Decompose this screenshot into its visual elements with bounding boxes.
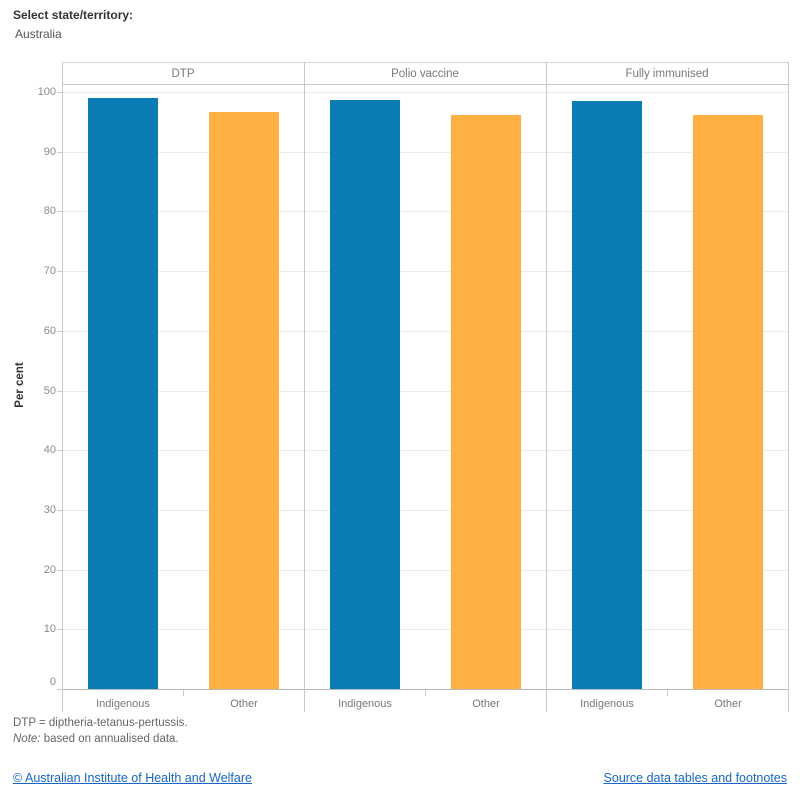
- y-tick-label-10: 10: [43, 623, 56, 636]
- y-tick-label-20: 20: [43, 563, 56, 576]
- category-label-indigenous-0: Indigenous: [96, 698, 150, 710]
- bar-polio-vaccine-indigenous[interactable]: [330, 100, 400, 689]
- y-tick-label-40: 40: [43, 444, 56, 457]
- bar-polio-vaccine-other[interactable]: [451, 115, 521, 689]
- y-tick-label-70: 70: [43, 265, 56, 278]
- panel-separator-2: [546, 62, 547, 712]
- footnote-note: Note: based on annualised data.: [13, 733, 179, 745]
- chart-top-border: [62, 62, 788, 63]
- gridline-100: [62, 92, 788, 93]
- y-tick-mark-80: [57, 211, 62, 212]
- y-tick-label-60: 60: [43, 324, 56, 337]
- bar-dtp-other[interactable]: [209, 112, 279, 689]
- panel-header-dtp: DTP: [171, 68, 195, 80]
- grouped-bar-chart: 0 10 20 30 40 50 60 70 80 90 100 DTP Indigenous Other…: [37, 62, 789, 712]
- y-tick-label-0: 0: [49, 676, 56, 688]
- copyright-link[interactable]: © Australian Institute of Health and Wel…: [13, 771, 252, 785]
- gridline-80: [62, 211, 788, 212]
- footnote-note-label: Note:: [13, 733, 41, 745]
- category-label-indigenous-2: Indigenous: [580, 698, 634, 710]
- bar-fully-immunised-other[interactable]: [693, 115, 763, 689]
- gridline-60: [62, 331, 788, 332]
- bar-fully-immunised-indigenous[interactable]: [572, 101, 642, 689]
- gridline-50: [62, 391, 788, 392]
- y-tick-mark-20: [57, 570, 62, 571]
- category-label-other-0: Other: [230, 698, 258, 710]
- y-tick-mark-50: [57, 391, 62, 392]
- gridline-20: [62, 570, 788, 571]
- y-tick-mark-10: [57, 629, 62, 630]
- y-tick-mark-30: [57, 510, 62, 511]
- y-tick-label-50: 50: [43, 384, 56, 397]
- category-divider-tick-2: [667, 690, 668, 696]
- y-tick-label-30: 30: [43, 503, 56, 516]
- y-tick-label-80: 80: [43, 205, 56, 218]
- header-underline: [62, 84, 788, 85]
- panel-header-polio-vaccine: Polio vaccine: [391, 68, 459, 80]
- y-axis-line: [62, 62, 63, 712]
- category-divider-tick-1: [425, 690, 426, 696]
- x-axis-line: [62, 689, 789, 690]
- y-tick-label-90: 90: [43, 145, 56, 158]
- category-label-other-2: Other: [714, 698, 742, 710]
- gridline-70: [62, 271, 788, 272]
- gridline-30: [62, 510, 788, 511]
- y-tick-mark-100: [57, 92, 62, 93]
- y-tick-mark-60: [57, 331, 62, 332]
- y-tick-label-100: 100: [37, 86, 56, 98]
- y-tick-mark-40: [57, 450, 62, 451]
- panel-separator-3: [788, 62, 789, 712]
- y-tick-mark-0: [57, 689, 62, 690]
- category-label-other-1: Other: [472, 698, 500, 710]
- gridline-40: [62, 450, 788, 451]
- select-state-label: Select state/territory:: [13, 8, 134, 22]
- bar-dtp-indigenous[interactable]: [88, 98, 158, 689]
- panel-header-fully-immunised: Fully immunised: [625, 68, 709, 80]
- y-tick-mark-90: [57, 152, 62, 153]
- y-tick-mark-70: [57, 271, 62, 272]
- select-state-value[interactable]: Australia: [15, 27, 62, 41]
- source-data-link[interactable]: Source data tables and footnotes: [603, 771, 787, 785]
- footnote-note-text: based on annualised data.: [43, 733, 179, 745]
- gridline-10: [62, 629, 788, 630]
- category-divider-tick-0: [183, 690, 184, 696]
- footnote-dtp-definition: DTP = diptheria-tetanus-pertussis.: [13, 717, 188, 729]
- gridline-90: [62, 152, 788, 153]
- category-label-indigenous-1: Indigenous: [338, 698, 392, 710]
- panel-separator-1: [304, 62, 305, 712]
